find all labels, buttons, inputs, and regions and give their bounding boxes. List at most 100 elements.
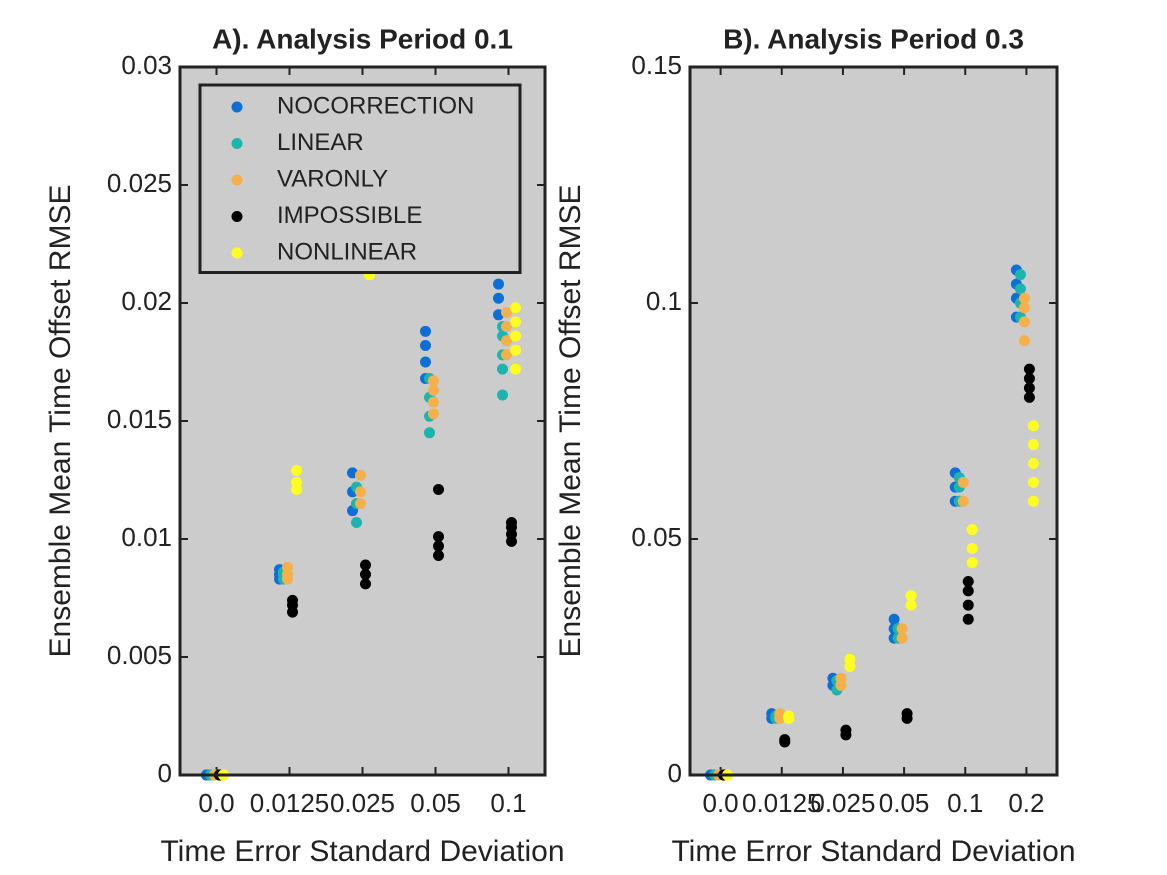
chart-title: A). Analysis Period 0.1 — [212, 23, 513, 54]
point — [433, 531, 444, 543]
point — [428, 396, 439, 408]
x-axis-label: Time Error Standard Deviation — [671, 835, 1075, 868]
axes-frame — [688, 65, 1059, 777]
legend-marker — [231, 101, 243, 113]
point — [962, 613, 974, 625]
x-tick-label: 0.025 — [330, 788, 395, 818]
point — [360, 559, 371, 571]
point — [287, 594, 298, 606]
x-tick-label: 0.1 — [947, 788, 983, 818]
point — [501, 349, 512, 361]
point — [1014, 283, 1026, 295]
x-tick-label: 0.025 — [810, 788, 875, 818]
y-tick-label: 0.02 — [121, 286, 172, 316]
point — [355, 469, 366, 481]
point — [901, 708, 913, 720]
point — [510, 302, 521, 314]
point — [510, 344, 521, 356]
y-tick-label: 0.015 — [107, 404, 172, 434]
point — [433, 550, 444, 562]
point — [1018, 302, 1030, 314]
point — [774, 708, 786, 720]
point — [493, 292, 504, 304]
point — [1027, 439, 1039, 451]
y-tick-label: 0 — [158, 758, 172, 788]
x-axis-label: Time Error Standard Deviation — [160, 835, 564, 868]
y-tick-label: 0.025 — [107, 168, 172, 198]
y-axis-label: Ensemble Mean Time Offset RMSE — [44, 185, 77, 658]
legend-label: NOCORRECTION — [277, 92, 474, 119]
point — [1027, 476, 1039, 488]
point — [501, 335, 512, 347]
point — [783, 710, 795, 722]
y-tick-label: 0.15 — [631, 50, 682, 80]
point — [501, 306, 512, 318]
legend-marker — [231, 138, 243, 149]
point — [433, 483, 444, 495]
point — [905, 590, 917, 602]
legend-marker — [231, 174, 243, 186]
point — [905, 599, 917, 611]
point — [962, 575, 974, 587]
point — [428, 384, 439, 396]
point — [896, 632, 908, 644]
point — [355, 486, 366, 498]
point — [1023, 382, 1035, 394]
point — [420, 325, 431, 337]
legend-label: LINEAR — [277, 129, 364, 156]
x-tick-label: 0.0125 — [742, 788, 822, 818]
point — [291, 465, 302, 477]
point — [1023, 373, 1035, 385]
point — [420, 339, 431, 351]
point — [1018, 335, 1030, 347]
chart-title: B). Analysis Period 0.3 — [723, 23, 1024, 54]
point — [510, 363, 521, 375]
legend-marker — [231, 247, 243, 259]
point — [779, 734, 791, 746]
legend-label: NONLINEAR — [277, 238, 417, 265]
point — [506, 516, 517, 528]
y-axis-label: Ensemble Mean Time Offset RMSE — [554, 185, 587, 658]
point — [493, 278, 504, 290]
point — [966, 542, 978, 554]
point — [433, 540, 444, 552]
point — [424, 427, 435, 439]
point — [428, 408, 439, 420]
x-tick-label: 0.2 — [1008, 788, 1044, 818]
point — [1023, 363, 1035, 375]
point — [888, 613, 900, 625]
point — [497, 389, 508, 401]
point — [1027, 495, 1039, 507]
point — [1023, 391, 1035, 403]
point — [962, 599, 974, 611]
x-tick-label: 0.0 — [198, 788, 234, 818]
y-tick-label: 0.05 — [631, 522, 682, 552]
legend-box — [198, 83, 522, 274]
point — [497, 363, 508, 375]
point — [966, 557, 978, 569]
point — [428, 375, 439, 387]
point — [355, 498, 366, 510]
point — [835, 672, 847, 684]
point — [844, 653, 856, 665]
x-tick-label: 0.0 — [703, 788, 739, 818]
point — [1014, 269, 1026, 281]
point — [962, 585, 974, 597]
y-tick-label: 0.01 — [121, 522, 172, 552]
plot-area — [690, 67, 1057, 775]
legend-label: IMPOSSIBLE — [277, 202, 422, 229]
y-tick-label: 0.03 — [121, 50, 172, 80]
point — [840, 724, 852, 736]
point — [957, 495, 969, 507]
x-tick-label: 0.1 — [490, 788, 526, 818]
y-tick-label: 0 — [668, 758, 682, 788]
point — [510, 330, 521, 342]
point — [360, 578, 371, 590]
point — [282, 561, 293, 573]
point — [291, 476, 302, 488]
point — [896, 623, 908, 635]
axes-frame — [178, 65, 547, 777]
point — [966, 524, 978, 536]
y-tick-label: 0.1 — [646, 286, 682, 316]
x-tick-label: 0.0125 — [250, 788, 330, 818]
